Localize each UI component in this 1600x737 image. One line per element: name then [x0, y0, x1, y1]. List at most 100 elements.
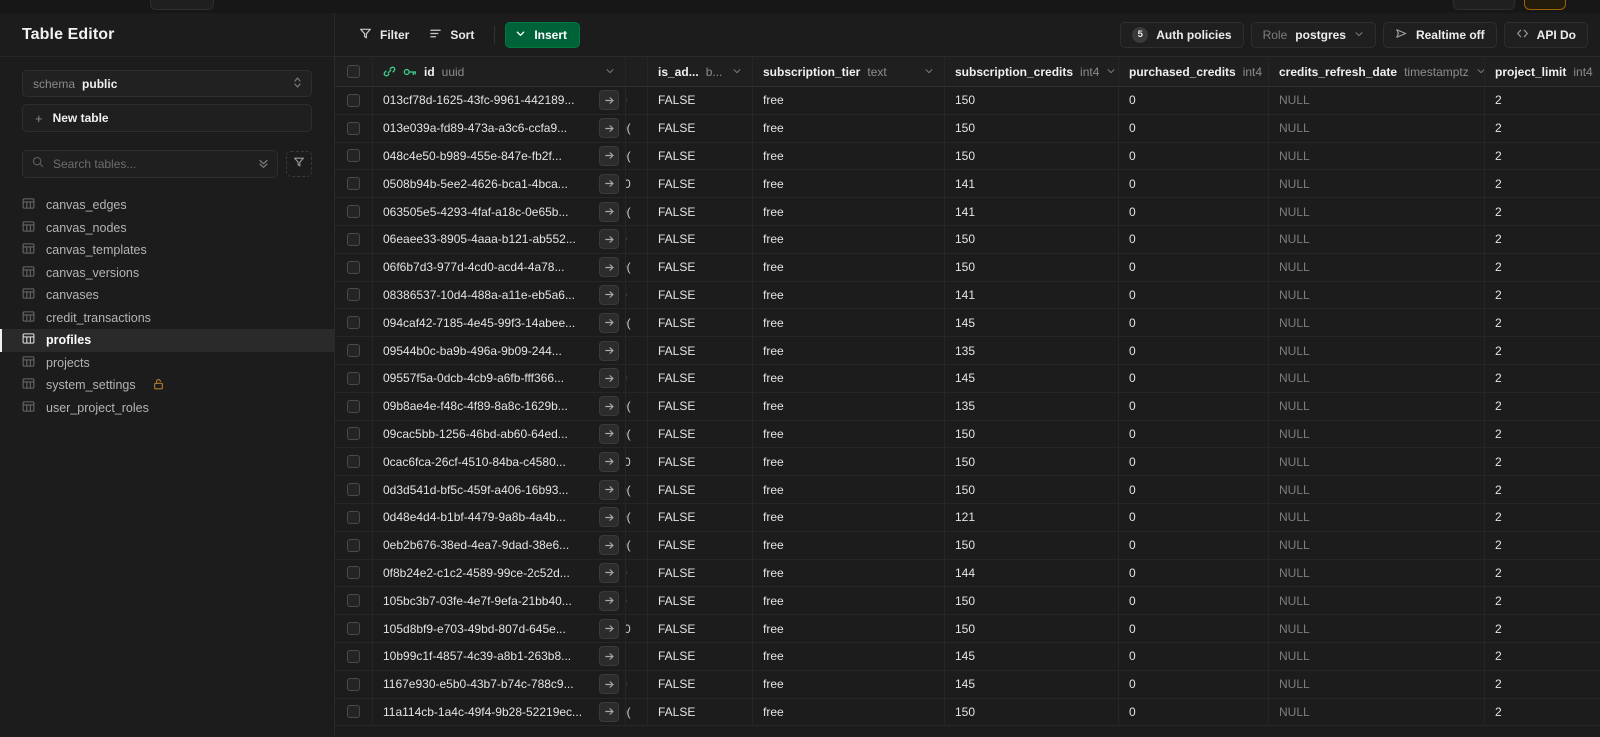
- cell-id[interactable]: 08386537-10d4-488a-a11e-eb5a6...: [373, 281, 626, 309]
- cell-subscription-tier[interactable]: free: [753, 698, 945, 726]
- row-select-cell[interactable]: [335, 698, 373, 726]
- cell-is-admin[interactable]: FALSE: [648, 448, 753, 476]
- row-checkbox[interactable]: [347, 371, 360, 385]
- cell-purchased-credits[interactable]: 0: [1119, 615, 1269, 642]
- cell-clipped[interactable]: 0: [626, 364, 648, 392]
- cell-purchased-credits[interactable]: 0: [1119, 337, 1269, 364]
- realtime-toggle-button[interactable]: Realtime off: [1382, 21, 1497, 48]
- cell-clipped[interactable]: -0: [626, 615, 648, 642]
- cell-subscription-credits[interactable]: 141: [945, 170, 1119, 198]
- expand-row-button[interactable]: [599, 479, 619, 500]
- cell-id[interactable]: 1167e930-e5b0-43b7-b74c-788c9...: [373, 670, 626, 698]
- cell-subscription-tier[interactable]: free: [753, 615, 945, 642]
- cell-subscription-tier[interactable]: free: [753, 142, 945, 170]
- cell-subscription-credits[interactable]: 150: [945, 87, 1119, 114]
- cell-id[interactable]: 09cac5bb-1256-46bd-ab60-64ed...: [373, 420, 626, 448]
- expand-row-button[interactable]: [599, 451, 619, 472]
- cell-subscription-tier[interactable]: free: [753, 87, 945, 114]
- search-box[interactable]: [22, 150, 278, 178]
- cell-purchased-credits[interactable]: 0: [1119, 309, 1269, 337]
- cell-purchased-credits[interactable]: 0: [1119, 392, 1269, 420]
- cell-subscription-tier[interactable]: free: [753, 337, 945, 364]
- row-select-cell[interactable]: [335, 392, 373, 420]
- table-row[interactable]: 094caf42-7185-4e45-99f3-14abee... 0(FALSE…: [335, 309, 1600, 338]
- cell-project-limit[interactable]: 2: [1485, 448, 1600, 475]
- table-row[interactable]: 06eaee33-8905-4aaa-b121-ab552... 0 FALSEfr…: [335, 225, 1600, 254]
- table-row[interactable]: 105bc3b7-03fe-4e7f-9efa-21bb40... 0 FALSEf…: [335, 587, 1600, 616]
- row-select-cell[interactable]: [335, 309, 373, 337]
- cell-credits-refresh-date[interactable]: NULL: [1269, 615, 1485, 642]
- table-row[interactable]: 11a114cb-1a4c-49f4-9b28-52219ec... 0(FALS…: [335, 698, 1600, 727]
- cell-purchased-credits[interactable]: 0: [1119, 114, 1269, 142]
- row-select-cell[interactable]: [335, 476, 373, 503]
- cell-is-admin[interactable]: FALSE: [648, 309, 753, 337]
- cell-clipped[interactable]: 0(: [626, 698, 648, 726]
- cell-project-limit[interactable]: 2: [1485, 365, 1600, 392]
- sidebar-item-canvas-edges[interactable]: canvas_edges: [0, 194, 334, 217]
- row-select-cell[interactable]: [335, 559, 373, 587]
- row-select-cell[interactable]: [335, 87, 373, 114]
- cell-clipped[interactable]: 0: [626, 281, 648, 309]
- cell-is-admin[interactable]: FALSE: [648, 114, 753, 142]
- cell-subscription-credits[interactable]: 145: [945, 642, 1119, 670]
- cell-credits-refresh-date[interactable]: NULL: [1269, 559, 1485, 587]
- cell-purchased-credits[interactable]: 0: [1119, 87, 1269, 114]
- select-all-cell[interactable]: [335, 57, 373, 86]
- expand-row-button[interactable]: [599, 674, 619, 695]
- chevron-down-icon[interactable]: [1106, 66, 1116, 78]
- cell-credits-refresh-date[interactable]: NULL: [1269, 476, 1485, 503]
- cell-id[interactable]: 06eaee33-8905-4aaa-b121-ab552...: [373, 225, 626, 253]
- cell-is-admin[interactable]: FALSE: [648, 392, 753, 420]
- cell-clipped[interactable]: 0(: [626, 142, 648, 170]
- row-checkbox[interactable]: [347, 538, 360, 552]
- cell-clipped[interactable]: 0: [626, 225, 648, 253]
- cell-project-limit[interactable]: 2: [1485, 643, 1600, 670]
- cell-clipped[interactable]: 0(: [626, 503, 648, 531]
- expand-row-button[interactable]: [599, 312, 619, 333]
- cell-purchased-credits[interactable]: 0: [1119, 670, 1269, 698]
- cell-credits-refresh-date[interactable]: NULL: [1269, 420, 1485, 448]
- row-select-cell[interactable]: [335, 170, 373, 198]
- cell-project-limit[interactable]: 2: [1485, 560, 1600, 587]
- cell-is-admin[interactable]: FALSE: [648, 142, 753, 170]
- sidebar-item-projects[interactable]: projects: [0, 352, 334, 375]
- cell-subscription-credits[interactable]: 141: [945, 198, 1119, 225]
- cell-id[interactable]: 09557f5a-0dcb-4cb9-a6fb-fff366...: [373, 364, 626, 392]
- expand-row-button[interactable]: [599, 340, 619, 361]
- cell-is-admin[interactable]: FALSE: [648, 170, 753, 198]
- cell-clipped[interactable]: 0: [626, 87, 648, 114]
- expand-row-button[interactable]: [599, 396, 619, 417]
- cell-id[interactable]: 06f6b7d3-977d-4cd0-acd4-4a78...: [373, 253, 626, 281]
- cell-is-admin[interactable]: FALSE: [648, 253, 753, 281]
- cell-id[interactable]: 10b99c1f-4857-4c39-a8b1-263b8...: [373, 642, 626, 670]
- row-checkbox[interactable]: [347, 399, 360, 413]
- table-row[interactable]: 09b8ae4e-f48c-4f89-8a8c-1629b... 0(FALSEf…: [335, 392, 1600, 421]
- cell-id[interactable]: 0f8b24e2-c1c2-4589-99ce-2c52d...: [373, 559, 626, 587]
- expand-row-button[interactable]: [599, 618, 619, 639]
- cell-purchased-credits[interactable]: 0: [1119, 503, 1269, 531]
- cell-project-limit[interactable]: 2: [1485, 393, 1600, 420]
- chevron-down-icon[interactable]: [924, 66, 934, 78]
- cell-project-limit[interactable]: 2: [1485, 337, 1600, 364]
- cell-id[interactable]: 0508b94b-5ee2-4626-bca1-4bca...: [373, 170, 626, 198]
- cell-credits-refresh-date[interactable]: NULL: [1269, 698, 1485, 726]
- search-input[interactable]: [53, 157, 251, 171]
- table-row[interactable]: 0f8b24e2-c1c2-4589-99ce-2c52d... 0 FALSEfr…: [335, 559, 1600, 588]
- cell-clipped[interactable]: 0(: [626, 420, 648, 448]
- cell-is-admin[interactable]: FALSE: [648, 559, 753, 587]
- table-list[interactable]: canvas_edges canvas_nodes canvas_templates…: [0, 194, 334, 737]
- cell-credits-refresh-date[interactable]: NULL: [1269, 87, 1485, 114]
- row-checkbox[interactable]: [347, 677, 360, 691]
- expand-row-button[interactable]: [599, 535, 619, 556]
- cell-subscription-credits[interactable]: 150: [945, 476, 1119, 503]
- cell-is-admin[interactable]: FALSE: [648, 670, 753, 698]
- cell-subscription-tier[interactable]: free: [753, 170, 945, 198]
- table-row[interactable]: 105d8bf9-e703-49bd-807d-645e... -0 FALSEfr…: [335, 615, 1600, 643]
- cell-project-limit[interactable]: 2: [1485, 309, 1600, 336]
- cell-clipped[interactable]: -0: [626, 170, 648, 198]
- new-table-button[interactable]: + New table: [22, 104, 312, 132]
- cell-subscription-tier[interactable]: free: [753, 642, 945, 670]
- cell-id[interactable]: 013cf78d-1625-43fc-9961-442189...: [373, 87, 626, 114]
- ghost-pill-warning[interactable]: [1524, 0, 1566, 10]
- row-checkbox[interactable]: [347, 427, 360, 441]
